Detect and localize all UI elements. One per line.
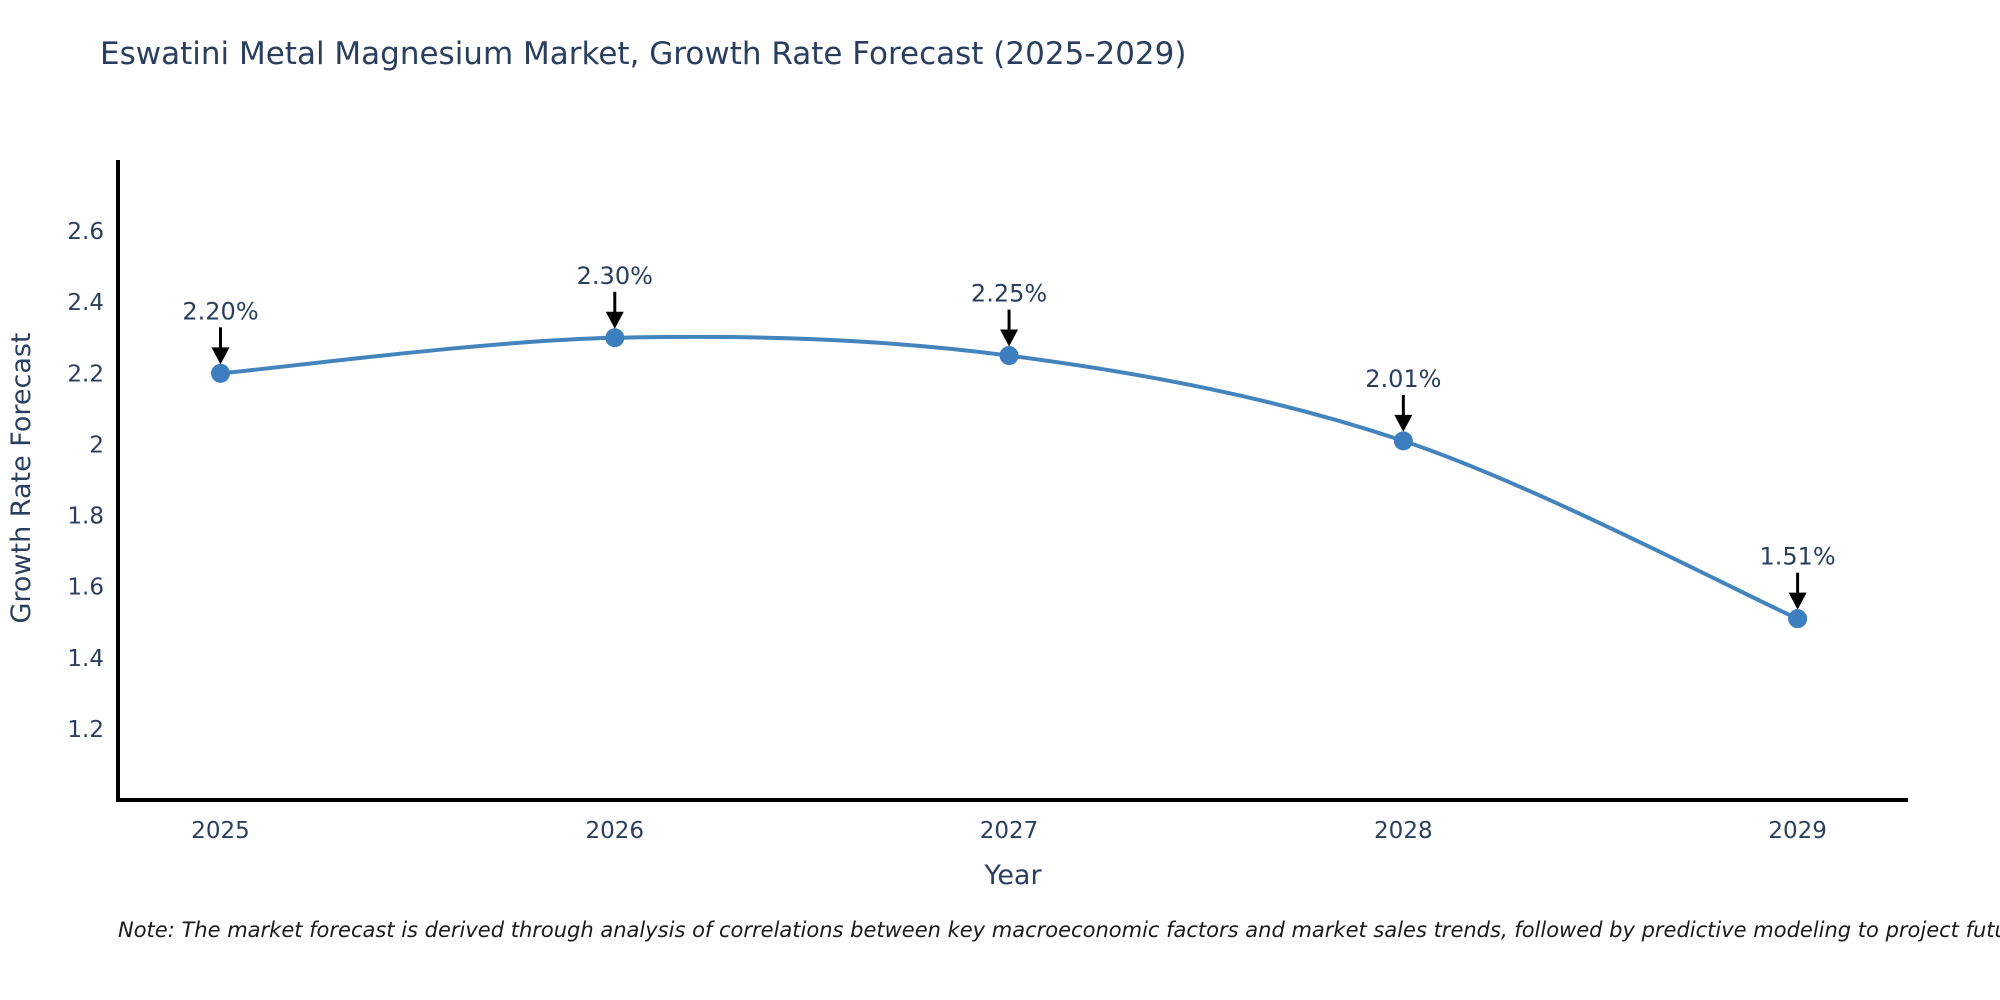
- y-tick-label: 2: [89, 432, 104, 458]
- y-tick-label: 2.6: [67, 219, 104, 245]
- data-point-label: 1.51%: [1759, 543, 1835, 571]
- y-tick-label: 2.2: [67, 361, 104, 387]
- footnote: Note: The market forecast is derived thr…: [118, 918, 2000, 942]
- page-title: Eswatini Metal Magnesium Market, Growth …: [100, 36, 1187, 72]
- y-tick-label: 1.8: [67, 504, 104, 530]
- x-axis-label: Year: [983, 860, 1042, 891]
- annotation-arrowhead-icon: [211, 347, 230, 365]
- data-point-marker[interactable]: [211, 363, 231, 383]
- data-point-marker[interactable]: [1788, 609, 1808, 629]
- x-tick-label: 2027: [980, 818, 1039, 844]
- y-tick-label: 1.6: [67, 575, 104, 601]
- x-tick-label: 2026: [586, 818, 645, 844]
- data-point-marker[interactable]: [605, 328, 625, 348]
- data-point-label: 2.25%: [971, 280, 1047, 308]
- annotation-arrowhead-icon: [1394, 414, 1413, 432]
- annotation-arrowhead-icon: [1000, 329, 1019, 347]
- data-point-label: 2.30%: [577, 262, 653, 290]
- axes-layer: 2.6 2.4 2.2 2 1.8 1.6 1.4 1.2 2025 2026 2027 2028 20…: [67, 160, 1908, 844]
- x-tick-label: 2028: [1374, 818, 1433, 844]
- growth-rate-line: [218, 334, 1800, 621]
- annotations-layer: 2.20% 2.30% 2.25% 2.01% 1.51%: [182, 262, 1836, 610]
- line-series: [211, 328, 1808, 629]
- data-point-marker[interactable]: [999, 346, 1019, 366]
- x-tick-label: 2025: [191, 818, 250, 844]
- y-axis-label: Growth Rate Forecast: [6, 332, 37, 623]
- data-point-label: 2.01%: [1365, 365, 1441, 393]
- y-tick-label: 1.4: [67, 646, 104, 672]
- annotation-arrowhead-icon: [1788, 592, 1807, 610]
- y-tick-label: 2.4: [67, 290, 104, 316]
- y-tick-label: 1.2: [67, 717, 104, 743]
- data-point-marker[interactable]: [1393, 431, 1413, 451]
- data-point-label: 2.20%: [182, 297, 258, 325]
- x-tick-label: 2029: [1768, 818, 1827, 844]
- annotation-arrowhead-icon: [605, 311, 624, 329]
